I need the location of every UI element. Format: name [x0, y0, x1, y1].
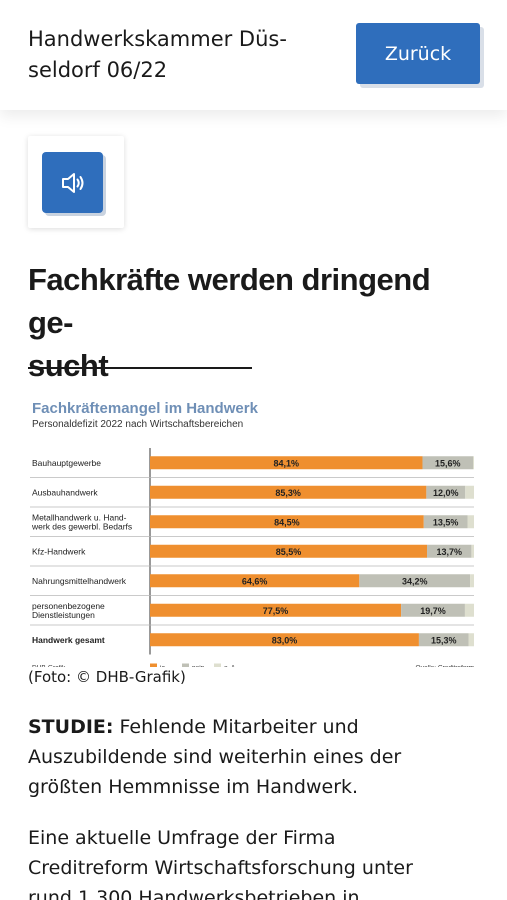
bar-nein: [426, 485, 466, 499]
legend-swatch: [182, 663, 189, 667]
headline-divider: [28, 367, 252, 369]
paragraph-1-line-3: größten Hemmnisse im Handwerk.: [28, 776, 359, 798]
chart-subtitle: Personaldefizit 2022 nach Wirtschaftsber…: [32, 419, 244, 430]
bar-nein: [422, 456, 474, 470]
data-label: 84,5%: [274, 517, 300, 527]
bar-ja: [150, 485, 427, 499]
bar-chart: Bauhauptgewerbe 84,1% 15,6% Ausbauhandwerk 8…: [30, 448, 474, 668]
category-label-line: Metallhandwerk u. Hand-: [32, 512, 127, 522]
article-paragraph-1: STUDIE: Fehlende Mitarbeiter und Auszubi…: [28, 712, 480, 802]
data-label: 83,0%: [272, 635, 298, 645]
bar-oa: [465, 485, 474, 499]
data-label: 64,6%: [242, 576, 268, 586]
page-title-line-2: seldorf 06/22: [28, 58, 168, 82]
data-label: 85,3%: [275, 488, 301, 498]
category-label: Nahrungsmittelhandwerk: [32, 576, 127, 586]
chart-source-right: Quelle: Creditreform: [415, 665, 474, 668]
bar-oa: [471, 544, 474, 558]
page-title-line-1: Handwerkskammer Düs-: [28, 27, 287, 51]
legend-label: ja: [159, 665, 165, 668]
legend-label: o. A.: [224, 665, 237, 668]
category-label-line: personenbezogene: [32, 601, 105, 611]
category-label-line: Ausbauhandwerk: [32, 487, 98, 497]
data-label: 34,2%: [402, 576, 428, 586]
data-label: 13,7%: [436, 547, 462, 557]
paragraph-1-line-1: Fehlende Mitarbeiter und: [113, 716, 359, 738]
data-label: 77,5%: [263, 606, 289, 616]
paragraph-2-line-2: Creditreform Wirtschaftsforschung unter: [28, 857, 413, 879]
bar-oa: [467, 515, 474, 529]
headline-line-2: sucht: [28, 348, 109, 383]
back-button[interactable]: Zurück: [356, 23, 480, 84]
app-header: Handwerkskammer Düs- seldorf 06/22 Zurüc…: [0, 0, 507, 110]
read-aloud-button[interactable]: [42, 152, 103, 213]
category-label-line: Dienstleistungen: [32, 610, 95, 620]
speaker-icon: [62, 173, 84, 193]
article-headline: Fachkräfte werden dringend ge- sucht: [28, 258, 478, 387]
chart-title: Fachkräftemangel im Handwerk: [32, 400, 258, 417]
category-label-line: werk des gewerbl. Bedarfs: [31, 521, 132, 531]
paragraph-1-line-2: Auszubildende sind weiterhin eines der: [28, 746, 402, 768]
data-label: 15,6%: [435, 458, 461, 468]
legend-swatch: [150, 663, 157, 667]
category-label: Kfz-Handwerk: [32, 546, 86, 556]
bar-nein: [418, 633, 469, 647]
article-paragraph-2: Eine aktuelle Umfrage der Firma Creditre…: [28, 823, 480, 900]
bar-oa: [464, 603, 474, 617]
data-label: 84,1%: [273, 458, 299, 468]
category-label: Handwerk gesamt: [32, 635, 105, 645]
chart-image: Fachkräftemangel im Handwerk Personaldef…: [28, 392, 480, 667]
paragraph-lead: STUDIE:: [28, 716, 114, 738]
bar-ja: [150, 603, 402, 617]
category-label-line: Handwerk gesamt: [32, 635, 105, 645]
category-label: Bauhauptgewerbe: [32, 458, 101, 468]
bar-oa: [473, 456, 474, 470]
category-label-line: Nahrungsmittelhandwerk: [32, 576, 127, 586]
headline-line-1: Fachkräfte werden dringend ge-: [28, 262, 431, 340]
paragraph-2-line-1: Eine aktuelle Umfrage der Firma: [28, 827, 336, 849]
bar-ja: [150, 544, 428, 558]
data-label: 19,7%: [420, 606, 446, 616]
category-label-line: Kfz-Handwerk: [32, 546, 86, 556]
page-title: Handwerkskammer Düs- seldorf 06/22: [28, 24, 328, 86]
paragraph-2-line-3: rund 1.300 Handwerksbetrieben in: [28, 887, 360, 900]
bar-nein: [401, 603, 465, 617]
data-label: 12,0%: [433, 488, 459, 498]
bar-nein: [427, 544, 472, 558]
data-label: 15,3%: [431, 635, 457, 645]
bar-nein: [423, 515, 468, 529]
category-label: personenbezogene Dienstleistungen: [32, 601, 105, 620]
bar-nein: [359, 574, 471, 588]
bar-ja: [150, 633, 419, 647]
data-label: 85,5%: [276, 547, 302, 557]
image-caption: (Foto: © DHB-Grafik): [28, 668, 186, 686]
category-label-line: Bauhauptgewerbe: [32, 458, 101, 468]
bar-oa: [468, 633, 474, 647]
bar-ja: [150, 515, 424, 529]
data-label: 13,5%: [433, 517, 459, 527]
category-label: Ausbauhandwerk: [32, 487, 98, 497]
bar-oa: [470, 574, 474, 588]
bar-ja: [150, 456, 423, 470]
chart-source-left: DHB-Grafik: [32, 665, 66, 668]
legend-swatch: [214, 663, 221, 667]
category-label: Metallhandwerk u. Hand-werk des gewerbl.…: [31, 512, 132, 531]
audio-player-card: [28, 136, 124, 228]
bar-ja: [150, 574, 360, 588]
